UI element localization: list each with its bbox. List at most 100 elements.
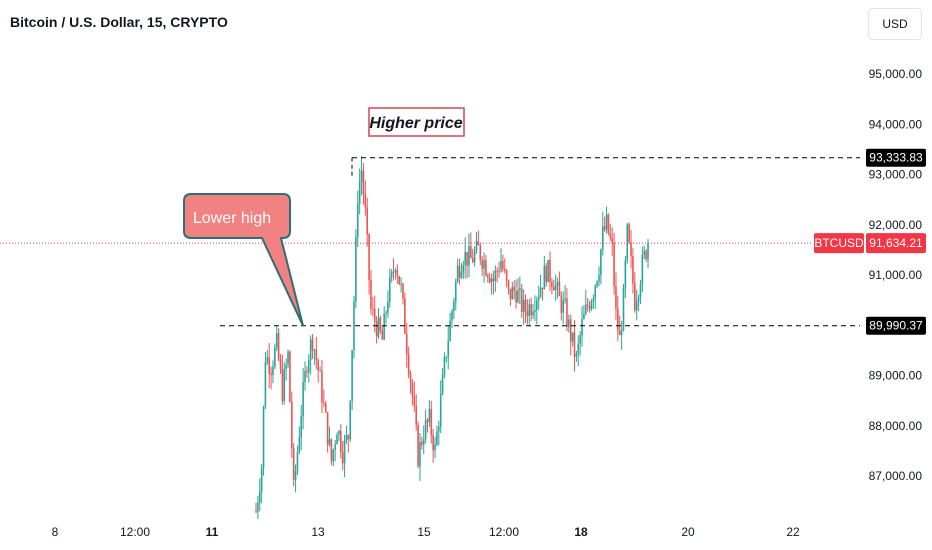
candle-body [364,194,367,208]
candle-body [294,471,297,480]
candle-body [562,300,564,313]
candle-body [601,226,604,250]
candle-body [255,511,257,513]
candle-body [311,339,314,351]
currency-selector-button[interactable]: USD [868,8,922,40]
candle-body [436,431,438,445]
candle-body [268,357,270,374]
candle-body [481,260,483,269]
candle-body [277,333,280,360]
lower-high-callout[interactable] [183,193,304,327]
candle-body [502,260,504,269]
candle-body [588,305,591,309]
candle-body [426,420,429,422]
candle-body [613,242,615,287]
price-tick-label: 91,000.00 [869,268,923,282]
candle-body [453,301,455,312]
candle-body [383,313,385,340]
candle-body [641,254,644,285]
candle-body [266,357,269,363]
candle-body [309,339,312,361]
candle-body [552,287,555,291]
candle-body [571,332,574,342]
time-tick-label: 11 [206,525,219,539]
candle-body [366,207,368,235]
candle-body [500,260,502,272]
reference-price-label: 89,990.37 [869,319,923,333]
candle-body [545,265,548,283]
price-tick-label: 89,000.00 [869,369,923,383]
candle-body [257,502,259,512]
candle-body [392,271,395,273]
current-price-label: 91,634.21 [869,236,923,250]
candle-body [434,444,436,451]
candle-body [324,403,327,413]
candle-body [624,260,627,288]
candle-body [609,233,612,239]
candle-body [441,374,444,395]
candle-body [400,284,402,286]
candle-body [370,279,372,309]
candle-body [340,431,342,453]
candle-body [432,434,434,451]
candle-body [617,308,619,331]
candle-body [579,335,581,344]
candle-body [466,251,468,266]
candle-body [270,373,272,375]
price-tick-label: 95,000.00 [869,67,923,81]
candle-body [349,401,352,440]
candle-body [300,416,303,438]
lower-high-label: Lower high [193,210,271,227]
candle-body [377,317,380,337]
candle-body [402,284,404,299]
candle-body [409,373,412,383]
candle-body [532,311,534,316]
candle-body [274,347,276,367]
candle-body [470,246,472,259]
candle-body [566,298,568,327]
candle-body [368,234,370,280]
candle-body [539,287,542,297]
candle-body [509,288,512,300]
candle-body [319,370,321,372]
higher-price-box[interactable] [368,107,465,137]
candle-body [362,170,365,195]
candle-body [637,297,640,302]
candle-body [528,304,531,316]
candle-body [343,439,346,464]
reference-price-label: 93,333.83 [869,151,923,165]
candle-body [447,340,450,357]
candle-body [564,298,566,301]
price-tick-label: 87,000.00 [869,469,923,483]
candle-body [385,312,387,314]
candle-body [620,330,623,336]
candle-body [291,401,293,449]
candle-body [283,369,286,402]
candles-layer [255,155,649,520]
candle-body [381,330,384,340]
candle-body [292,448,295,480]
candle-body [475,241,478,252]
candle-body [464,251,466,266]
candle-body [411,382,414,396]
candle-body [351,350,353,402]
time-tick-label: 18 [574,525,588,539]
symbol-label: BTCUSD [814,236,864,250]
candle-body [503,268,506,271]
candle-body [407,354,410,374]
candle-body [490,278,493,283]
candle-body [334,444,336,450]
candle-body [462,265,465,273]
candle-body [581,318,583,336]
candle-body [456,265,459,282]
current-price-label-bg [866,233,926,254]
time-tick-label: 13 [311,525,325,539]
candle-body [558,282,561,296]
price-tick-label: 92,000.00 [869,218,923,232]
candle-body [341,452,344,464]
candle-body [585,304,587,314]
candle-body [473,251,476,263]
candle-body [321,370,323,403]
candle-body [449,320,451,341]
